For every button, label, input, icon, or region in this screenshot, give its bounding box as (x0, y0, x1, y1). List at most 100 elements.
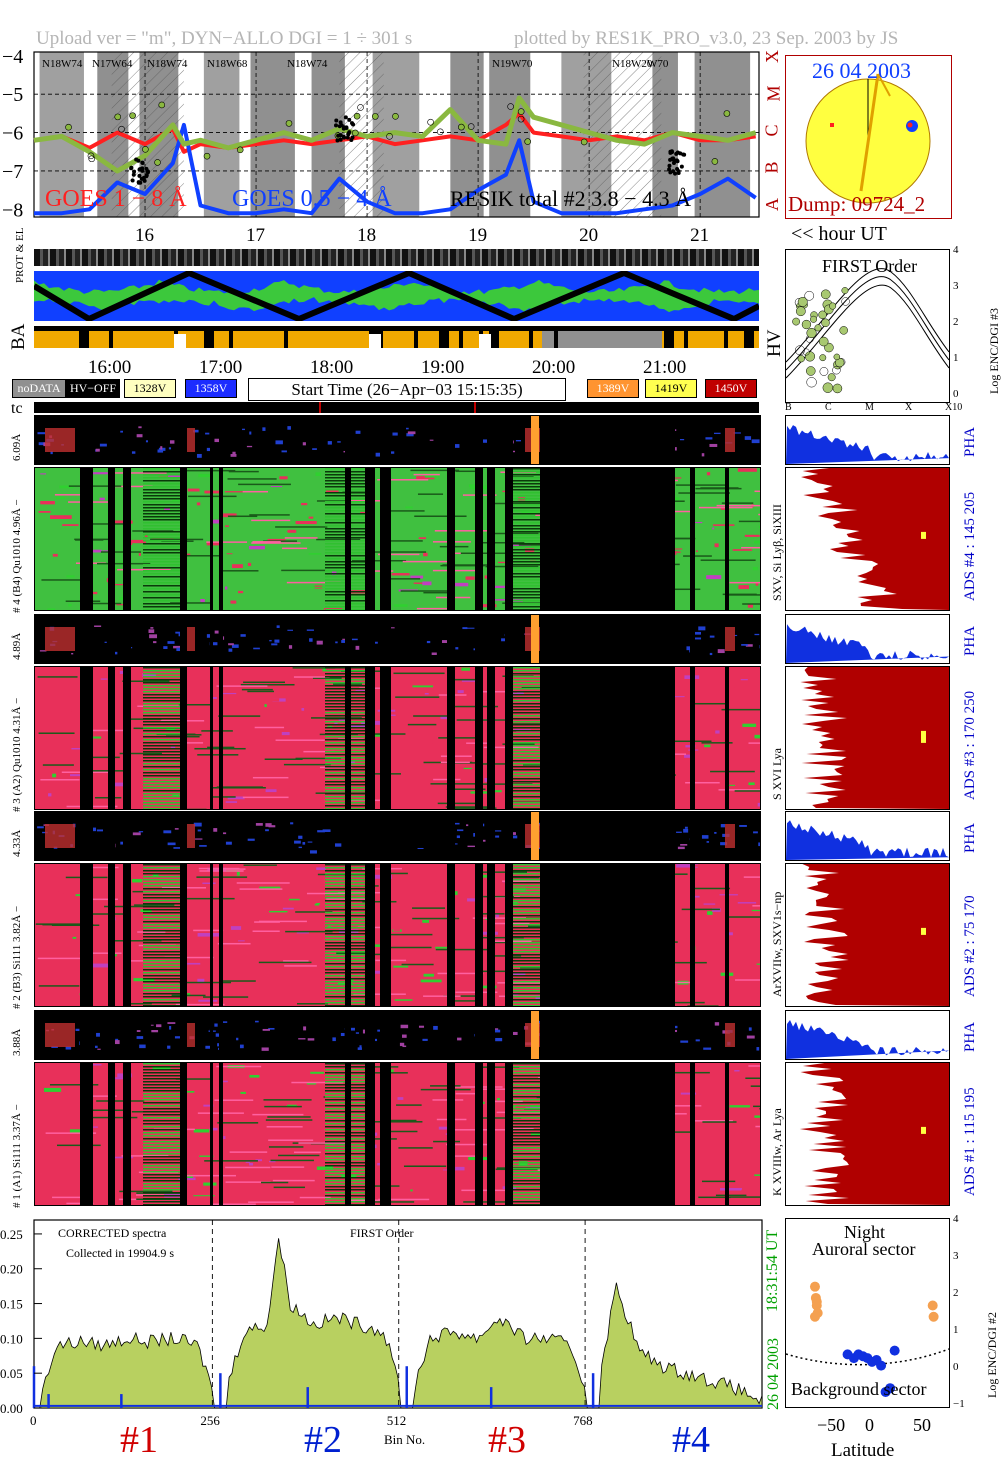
legend-goes-long: GOES 1 − 8 Å (45, 186, 187, 212)
hv-strip (34, 326, 759, 348)
background-point (885, 1383, 896, 1394)
first-order-panel: FIRST Order (785, 249, 950, 403)
goes-lightcurve-chart: −4 −5 −6 −7 −8 (2, 50, 760, 221)
background-point (889, 1345, 900, 1356)
aurora-ytick: 3 (953, 1250, 959, 1262)
spectrum-xtick: 0 (30, 1413, 37, 1428)
time-tick: 19:00 (421, 357, 465, 378)
spectrum-ytick: 0.25 (0, 1227, 23, 1242)
spectrum-xtick: 768 (573, 1413, 593, 1428)
sun-dump-label: Dump: 09724_2 (788, 192, 926, 216)
spectrogram-label: # 3 (A2) Qu1010 4.31Å − (11, 697, 23, 812)
pha-strip-1 (34, 1010, 761, 1060)
spectrogram-4 (34, 467, 761, 611)
pha-label: PHA (962, 1021, 978, 1052)
aurora-ytick: 0 (953, 1361, 959, 1373)
legend-item-hvoff: HV−OFF (66, 379, 120, 398)
pha-histogram-2 (785, 811, 950, 861)
spectrum-title: CORRECTED spectra (58, 1226, 167, 1240)
legend-item-1389v: 1389V (587, 379, 639, 398)
time-tick: 17:00 (199, 357, 243, 378)
first-order-ytick: 0 (953, 388, 959, 400)
spectral-lines-label: K XVIIIw, Ar Lya (770, 1108, 784, 1196)
legend-item-1358v: 1358V (185, 379, 237, 398)
legend-item-1419v: 1419V (645, 379, 697, 398)
first-order-ytick: 2 (953, 316, 959, 328)
tc-label: tc (11, 400, 23, 417)
pha-wavelength-label: 3.88Å (11, 1028, 23, 1056)
time-tick: 18:00 (310, 357, 354, 378)
spectrum-ytick: 0.20 (0, 1262, 23, 1277)
auroral-point (927, 1300, 938, 1311)
sun-panel: 26 04 2003 Dump: 09724_2 (785, 55, 952, 219)
goes-xtick: 20 (579, 225, 599, 246)
aurora-night: Night (844, 1222, 886, 1242)
tc-strip (34, 402, 759, 413)
region-label: N18W74 (42, 58, 83, 70)
pha-strip-4 (34, 415, 761, 465)
auroral-point (928, 1311, 939, 1322)
orbit-track (34, 271, 759, 321)
spectrum-ytick: 0.15 (0, 1297, 23, 1312)
first-order-ylabel: Log ENC/DGI #3 (987, 308, 1001, 394)
ads-label: ADS #3 : 170 250 (962, 690, 978, 800)
goes-series-2 (33, 95, 757, 174)
spectrogram-label: # 1 (A1) Si111 3.37Å − (11, 1104, 23, 1208)
spectrum-xtick: 512 (386, 1413, 407, 1428)
goes-class-B: B (761, 161, 782, 174)
spectrum-area (34, 1238, 763, 1409)
pha-histogram-1 (785, 1010, 950, 1060)
hour-ut-label: << hour UT (791, 223, 887, 245)
first-order-title: FIRST Order (822, 256, 918, 276)
hv-label: HV (764, 329, 785, 357)
region-label: N18W74 (287, 58, 328, 70)
region-label: N17W64 (92, 58, 133, 70)
spectrum-ytick: 0.05 (0, 1366, 23, 1381)
first-order-xtick: C (825, 402, 832, 413)
pha-wavelength-label: 4.33Å (11, 829, 23, 857)
plotted-by-label: plotted by RES1K_PRO_v3.0, 23 Sep. 2003 … (514, 28, 899, 49)
first-order-ytick: 4 (953, 244, 959, 256)
aurora-ytick: −1 (953, 1398, 965, 1410)
region-label: W70 (647, 58, 669, 70)
ads-label: ADS #1 : 115 195 (962, 1087, 978, 1196)
goes-class-C: C (761, 124, 782, 137)
spectrum-collected: Collected in 19904.9 s (66, 1246, 174, 1260)
aurora-ytick: 1 (953, 1324, 959, 1336)
pha-strip-2 (34, 811, 761, 861)
goes-class-X: X (762, 50, 782, 63)
goes-xtick: 21 (690, 225, 710, 246)
auroral-point (809, 1311, 820, 1322)
ads-histogram-4 (785, 467, 950, 611)
first-order-xtick: X (905, 402, 913, 413)
time-tick: 20:00 (532, 357, 576, 378)
pha-label: PHA (962, 625, 978, 656)
goes-ytick: −8 (2, 199, 23, 221)
spectrogram-2 (34, 863, 761, 1007)
spectrum-channel-label-4: #4 (672, 1419, 710, 1461)
spectrum-xlabel: Bin No. (384, 1432, 426, 1447)
background-point (876, 1360, 887, 1371)
goes-xtick: 17 (246, 225, 266, 246)
pha-histogram-4 (785, 415, 950, 465)
sun-date: 26 04 2003 (812, 58, 911, 83)
aurora-xtick: −50 (817, 1415, 846, 1435)
goes-frame (33, 51, 760, 218)
pha-wavelength-label: 4.89Å (11, 632, 23, 660)
goes-series-1 (34, 122, 757, 216)
orbit-strip (34, 271, 759, 321)
first-order-xtick: M (865, 402, 874, 413)
aurora-background-sector: Background sector (791, 1379, 927, 1399)
goes-class-A: A (762, 198, 782, 211)
pha-wavelength-label: 6.09Å (11, 433, 23, 461)
aurora-ylabel: Log ENC/DGI #2 (985, 1312, 999, 1398)
spectrum-channel-label-1: #1 (120, 1419, 158, 1461)
ba-label: BA (8, 323, 29, 350)
spectrogram-1 (34, 1062, 761, 1206)
spectrogram-label: # 2 (B3) Si111 3.82Å − (11, 905, 23, 1009)
goes-ytick: −7 (2, 161, 23, 183)
goes-xtick: 16 (135, 225, 155, 246)
night-band (203, 52, 240, 217)
ads-histogram-3 (785, 666, 950, 810)
sun-trajectory (859, 73, 880, 192)
